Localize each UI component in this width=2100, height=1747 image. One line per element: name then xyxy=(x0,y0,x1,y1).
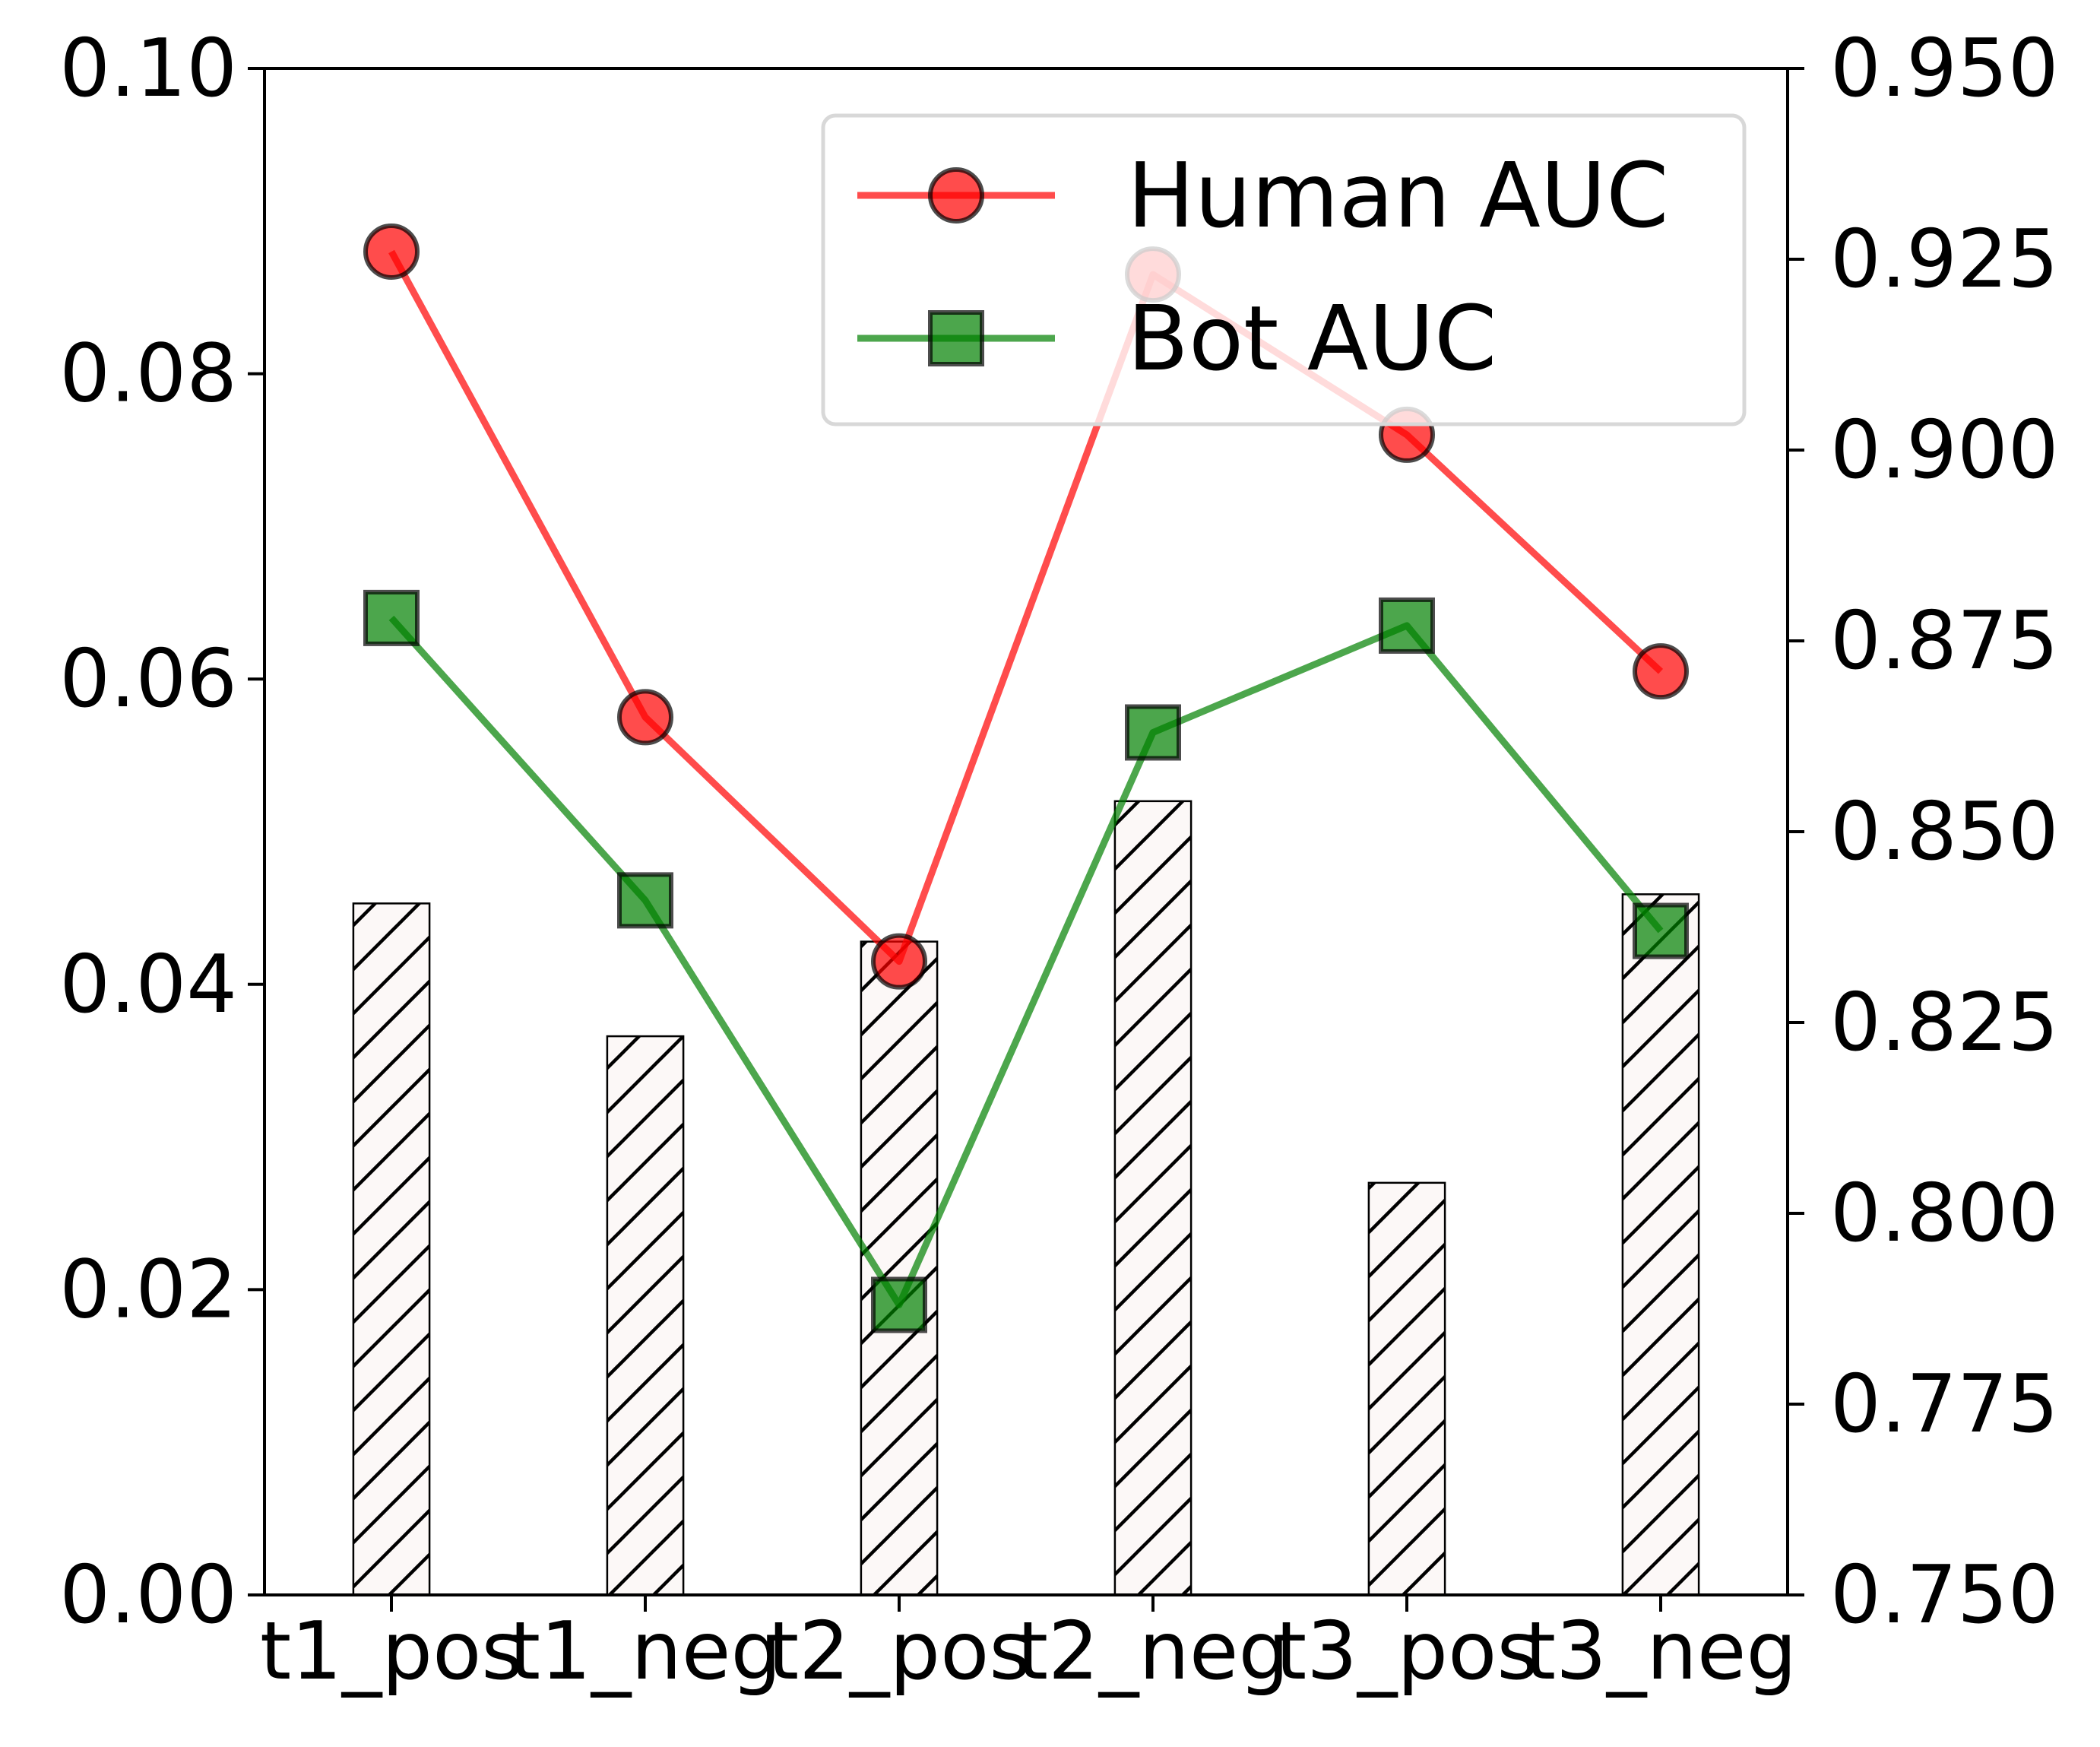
right-tick-label-0.900: 0.900 xyxy=(1830,404,2059,496)
point-human-auc-t1_pos xyxy=(363,223,420,280)
bar-t2_neg xyxy=(1113,800,1193,1596)
right-tick-label-0.850: 0.850 xyxy=(1830,785,2059,878)
right-tick-label-0.875: 0.875 xyxy=(1830,594,2059,687)
axes-layer: 0.00 0.02 0.04 0.06 0.08 0.10 0.750 0.775 0.800 0… xyxy=(59,22,2058,1698)
bar-t3_neg xyxy=(1621,893,1700,1596)
x-tick-label-t2_neg: t2_neg xyxy=(1017,1605,1289,1698)
point-bot-auc-t1_neg xyxy=(617,872,673,929)
point-bot-auc-t2_pos xyxy=(871,1276,927,1333)
point-bot-auc-t1_pos xyxy=(363,589,420,646)
left-tick-label-0.00: 0.00 xyxy=(59,1549,237,1641)
x-tick-label-t3_pos: t3_pos xyxy=(1275,1605,1538,1698)
legend-label-bot-auc: Bot AUC xyxy=(1127,286,1497,391)
left-tick-label-0.04: 0.04 xyxy=(59,938,237,1031)
point-bot-auc-t3_pos xyxy=(1379,597,1435,654)
right-tick-label-0.750: 0.750 xyxy=(1830,1549,2059,1641)
point-bot-auc-t2_neg xyxy=(1125,704,1181,761)
legend-marker-bot-auc xyxy=(928,310,984,366)
x-tick-label-t1_neg: t1_neg xyxy=(509,1605,781,1698)
left-tick-label-0.06: 0.06 xyxy=(59,633,237,725)
legend: Human AUC Bot AUC xyxy=(821,113,1747,426)
left-tick-label-0.08: 0.08 xyxy=(59,328,237,420)
left-tick-label-0.10: 0.10 xyxy=(59,22,237,115)
left-tick-label-0.02: 0.02 xyxy=(59,1243,237,1336)
bars-layer xyxy=(352,800,1700,1596)
right-tick-label-0.775: 0.775 xyxy=(1830,1358,2059,1451)
series-line-bot-auc xyxy=(388,615,1664,1308)
point-human-auc-t1_neg xyxy=(617,689,673,746)
x-tick-label-t2_pos: t2_pos xyxy=(768,1605,1031,1698)
x-tick-label-t3_neg: t3_neg xyxy=(1525,1605,1797,1698)
lines-layer xyxy=(363,223,1689,1333)
right-tick-label-0.950: 0.950 xyxy=(1830,22,2059,115)
legend-label-human-auc: Human AUC xyxy=(1127,143,1669,248)
x-tick-label-t1_pos: t1_pos xyxy=(260,1605,523,1698)
point-human-auc-t3_neg xyxy=(1633,643,1689,700)
bar-t3_pos xyxy=(1367,1181,1446,1596)
series-line-human-auc xyxy=(388,249,1664,965)
bar-t1_pos xyxy=(352,902,431,1596)
point-bot-auc-t3_neg xyxy=(1633,902,1689,959)
bar-t1_neg xyxy=(606,1035,685,1596)
legend-marker-human-auc xyxy=(928,167,984,224)
right-tick-label-0.800: 0.800 xyxy=(1830,1167,2059,1260)
right-tick-label-0.825: 0.825 xyxy=(1830,976,2059,1069)
point-human-auc-t2_pos xyxy=(871,933,927,990)
right-tick-label-0.925: 0.925 xyxy=(1830,213,2059,306)
